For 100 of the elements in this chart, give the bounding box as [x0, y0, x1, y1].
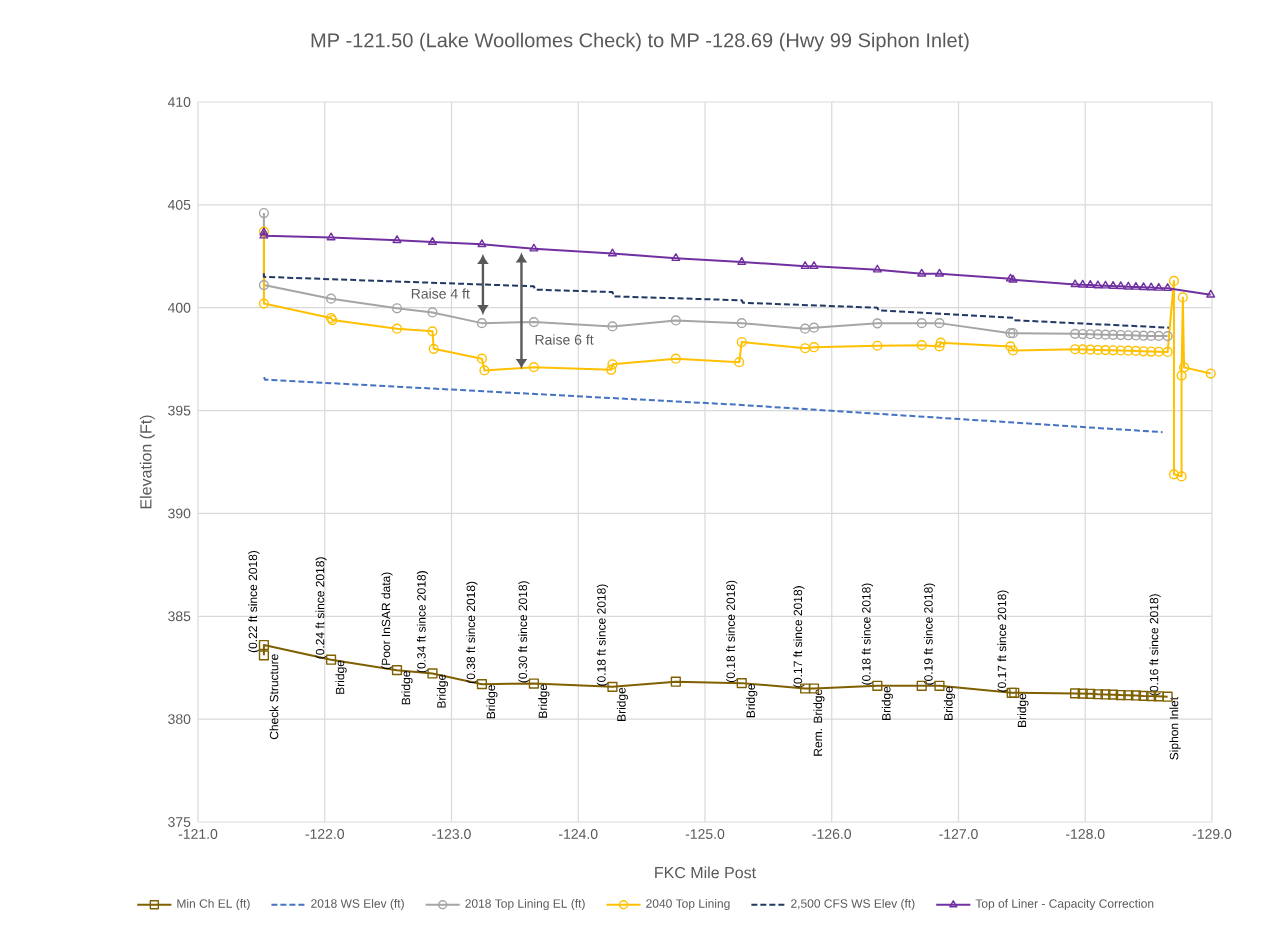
point [736, 678, 747, 689]
point [934, 318, 945, 329]
legend-label: 2018 Top Lining EL (ft) [465, 898, 585, 911]
point [1205, 368, 1216, 379]
annotation: Bridge [486, 685, 498, 719]
legend-label: Top of Liner - Capacity Correction [975, 898, 1154, 911]
point [1163, 283, 1173, 292]
annotation: Bridge [401, 671, 413, 705]
point [1085, 344, 1096, 355]
point [808, 342, 820, 353]
annotation: Rem. Bridge [813, 689, 825, 756]
point [607, 359, 618, 370]
point [1130, 330, 1142, 341]
point [916, 318, 927, 329]
point [476, 318, 488, 329]
line-series [262, 272, 1170, 329]
point [528, 317, 539, 328]
legend-label: 2,500 CFS WS Elev (ft) [791, 898, 915, 911]
point [607, 321, 618, 332]
point [1085, 279, 1095, 288]
point [392, 235, 402, 244]
annotation: (0.34 ft since 2018) [416, 571, 429, 673]
point [427, 326, 438, 337]
x-tick-label: -126.0 [812, 829, 852, 839]
point [671, 253, 681, 262]
point [1092, 689, 1103, 700]
point [1168, 275, 1180, 287]
annotation: Bridge [943, 686, 956, 720]
point [737, 256, 747, 265]
point [736, 336, 747, 348]
legend-label: 2018 WS Elev (ft) [311, 898, 404, 911]
legend-label: 2040 Top Lining [646, 898, 730, 911]
annotation: Bridge [436, 674, 449, 708]
point [809, 261, 819, 270]
annotation: (0.30 ft since 2018) [518, 581, 530, 683]
x-tick-label: -129.0 [1192, 829, 1232, 839]
point [734, 357, 745, 368]
point [1153, 346, 1164, 357]
point [529, 243, 539, 252]
x-tick-label: -128.0 [1066, 829, 1105, 839]
annotation: (0.18 ft since 2018) [861, 583, 873, 685]
x-tick-label: -127.0 [939, 829, 978, 839]
point [1139, 282, 1149, 291]
y-tick-label: 395 [168, 405, 191, 416]
annotation: Bridge [335, 660, 347, 694]
point [427, 307, 438, 318]
annotation: (0.17 ft since 2018) [997, 590, 1009, 692]
point [1092, 329, 1103, 340]
point [391, 323, 403, 334]
annotation: (Poor InSAR data) [381, 572, 393, 670]
point [670, 315, 681, 326]
point [1115, 689, 1126, 701]
point [1005, 273, 1015, 282]
point [258, 279, 269, 291]
point [1077, 688, 1088, 699]
point [1069, 344, 1081, 355]
x-tick-label: -124.0 [559, 829, 598, 839]
point [1154, 282, 1164, 291]
point [1108, 689, 1119, 700]
point [528, 678, 539, 689]
point [1206, 289, 1216, 298]
point [1093, 280, 1103, 289]
point [258, 639, 269, 651]
point [607, 248, 617, 257]
annotation: (0.19 ft since 2018) [923, 583, 936, 685]
point [1168, 469, 1180, 480]
point [1070, 279, 1080, 288]
point [872, 318, 883, 329]
annotation: (0.22 ft since 2018) [248, 550, 260, 653]
point [479, 365, 490, 376]
point [477, 239, 487, 248]
point [1178, 362, 1190, 373]
point [1131, 281, 1141, 290]
point [427, 668, 438, 679]
point [1005, 341, 1016, 352]
annotation: Bridge [746, 684, 758, 718]
y-tick-label: 390 [168, 508, 191, 519]
point [1130, 690, 1142, 701]
point [1138, 690, 1149, 701]
point [1176, 471, 1187, 482]
point [1115, 329, 1126, 341]
point [1123, 330, 1134, 341]
chart-title: MP -121.50 (Lake Woollomes Check) to MP -128.69 (Hwy 99 Siphon Inlet) [311, 32, 969, 52]
y-tick-label: 385 [168, 611, 191, 622]
point [428, 343, 439, 354]
annotation: Raise 6 ft [535, 334, 594, 345]
point [391, 303, 403, 314]
point [872, 264, 882, 273]
point [1123, 345, 1134, 356]
point [258, 650, 269, 661]
point [1116, 281, 1126, 290]
point [1115, 345, 1126, 356]
point [934, 268, 944, 277]
annotation: (0.18 ft since 2018) [596, 584, 609, 686]
point [1108, 345, 1119, 356]
y-axis-title: Elevation (Ft) [139, 415, 155, 509]
point [1146, 282, 1156, 291]
point [872, 340, 883, 351]
point [934, 341, 945, 352]
point [1177, 292, 1188, 303]
